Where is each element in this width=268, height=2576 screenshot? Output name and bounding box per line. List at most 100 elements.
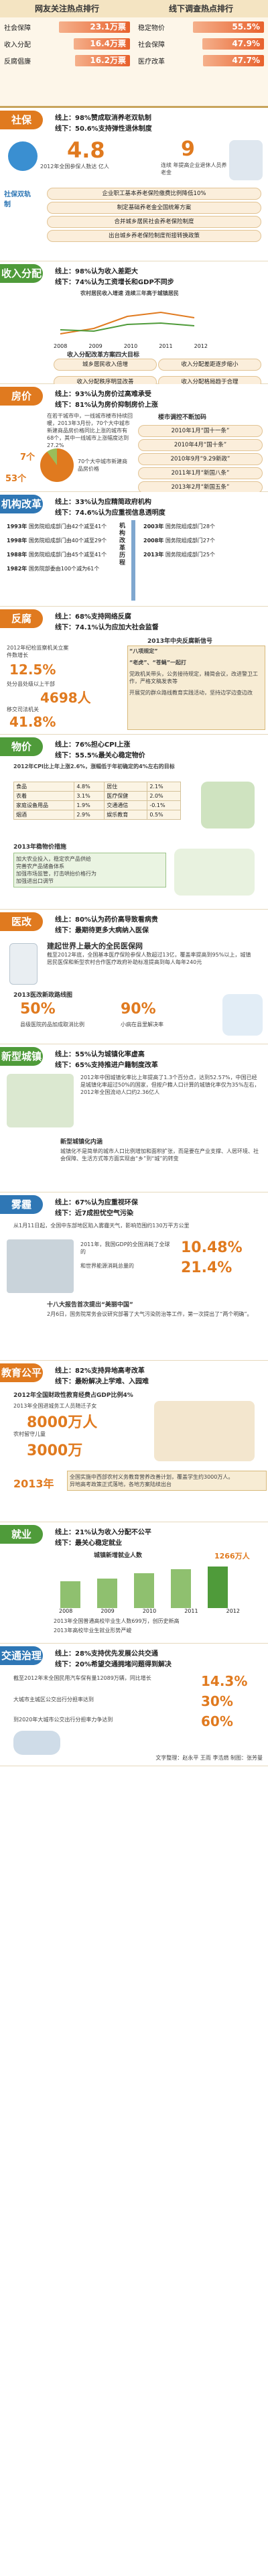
online-stat: 线上：98%赞成取消养老双轨制	[55, 115, 151, 122]
car-text: 截至2012年末全国民用汽车保有量12089万辆，同比增长	[13, 1675, 151, 1681]
insurance-text: 截至2012年底，全国基本医疗保险参保人数超过13亿，覆盖率提高到95%以上，城…	[47, 952, 251, 965]
income-chart-title: 农村居民收入增速 连续三年高于城镇居民	[80, 290, 179, 296]
employment-chart-title: 城镇新增就业人数	[94, 1552, 143, 1559]
section-healthcare: 医改 线上：80%认为药价高导致看病贵 线下：最期待更多大病纳入医保 建起世界上…	[0, 910, 268, 1044]
rank-row: 医疗改革 47.7%	[138, 54, 264, 68]
rule-item: “八项规定”	[129, 648, 158, 654]
year-axis: 2008 2009 2010 2011 2012	[54, 343, 208, 349]
timeline-item: 1982年 国务院部委由100个减为61个	[7, 565, 121, 572]
section-urbanization: 新型城镇化 线上：55%认为城镇化率虚高 线下：65%支持推进户籍制度改革 20…	[0, 1044, 268, 1192]
pension-years-number: 9	[181, 137, 195, 161]
medicine-bottle-icon	[9, 943, 38, 985]
offline-stat: 线下：81%认为房价抑制房价上涨	[55, 402, 158, 409]
down-cities-number: 7个	[20, 452, 36, 463]
online-ranking: 网友关注热点排行 社会保障 23.1万票 收入分配 16.4万票 反腐倡廉 16…	[0, 0, 134, 106]
education-text: 全国实施中西部农村义务教育营养改善计划，覆盖学生约3000万人。	[70, 1474, 234, 1480]
online-stat: 线上：33%认为应精简政府机构	[55, 499, 151, 506]
bus-share-text: 大城市主城区公交出行分担率达到	[13, 1697, 94, 1703]
cell: 居住	[104, 782, 148, 792]
punished-text: 处分县处级以上干部	[7, 681, 55, 687]
education-headline: 2012年全国财政性教育经费占GDP比例4%	[13, 1392, 133, 1399]
case-growth-text: 2012年纪检监察机关立案件数增长	[7, 645, 69, 658]
offline-stat: 线下：最关心稳定就业	[55, 1540, 122, 1547]
offline-stat: 线下：74.6%认为应重视信息透明度	[55, 509, 165, 517]
employment-bar	[171, 1569, 191, 1608]
regulation-item: 2010年4月“国十条”	[138, 439, 263, 451]
timeline-item: 2013年 国务院组成部门25个	[143, 551, 257, 558]
rank-bar: 16.4万票	[74, 38, 130, 50]
online-stat: 线上：21%认为收入分配不公平	[55, 1529, 151, 1536]
rank-row: 社会保障 47.9%	[138, 37, 264, 51]
section-tag: 机构改革	[0, 495, 43, 513]
timeline-year: 2013年	[143, 552, 164, 558]
left-behind-text: 农村留守儿童	[13, 1431, 46, 1437]
timeline-year: 2008年	[143, 538, 164, 544]
section-anticorruption: 反腐 线上：68%支持网络反腐 线下：74.1%认为应加大社会监督 2012年纪…	[0, 607, 268, 735]
reform-item: 制定基础养老金全国统筹方案	[47, 202, 261, 214]
year-label: 2010	[123, 343, 138, 349]
students-illustration	[154, 1401, 255, 1461]
measure-item: 加大农业投入，稳定农产品供给	[16, 856, 91, 862]
rank-bar: 47.7%	[203, 55, 264, 66]
section-income: 收入分配 线上：98%认为收入差距大 线下：74%认为工资增长和GDP不同步 农…	[0, 261, 268, 388]
regulation-title: 楼市调控不断加码	[158, 414, 207, 421]
migrant-children-text: 2013年全国进城务工人员随迁子女	[13, 1403, 97, 1409]
year-label: 2011	[184, 1608, 198, 1614]
vegetables-illustration	[174, 849, 255, 896]
reform-list: 企业职工基本养老保险缴费比例降低10% 制定基础养老金全国统筹方案 合并城乡居民…	[47, 186, 261, 244]
education-box: 全国实施中西部农村义务教育营养改善计划，覆盖学生约3000万人。 异地高考政策正…	[67, 1471, 267, 1491]
cell: 交通通信	[104, 800, 148, 810]
bus-target-text: 到2020年大城市公交出行分担率力争达到	[13, 1717, 113, 1723]
year-label: 2012	[226, 1608, 240, 1614]
measures-box: 加大农业投入，稳定农产品供给 完善农产品储备体系 加强市场监管，打击哄抬价格行为…	[13, 853, 166, 887]
timeline-item: 1988年 国务院组成部门由45个减至41个	[7, 551, 121, 558]
beautiful-china-title: 十八大报告首次提出“美丽中国”	[47, 1302, 133, 1308]
income-growth-chart	[60, 311, 195, 334]
offline-stat: 线下：20%希望交通拥堵问题得到解决	[55, 1661, 172, 1668]
regulation-list: 2010年1月“国十一条” 2010年4月“国十条” 2010年9月“9.29新…	[138, 423, 263, 495]
section-tag: 医改	[0, 912, 43, 931]
graduates-text-2: 2013年高校毕业生就业形势严峻	[54, 1628, 132, 1634]
policy-text: 2月6日，国务院常务会议研究部署了大气污染防治等工作，第一次提出了“两个明确”。	[47, 1311, 253, 1317]
gdp-percent: 10.48%	[181, 1239, 243, 1256]
offline-stat: 线下：74%认为工资增长和GDP不同步	[55, 279, 174, 286]
insurance-title: 建起世界上最大的全民医保网	[47, 942, 143, 950]
employment-bar-chart	[60, 1567, 228, 1608]
cell: 2.0%	[147, 791, 181, 801]
table-row: 家庭设备用品 1.9% 交通通信 -0.1%	[13, 800, 181, 810]
punished-number: 4698人	[40, 690, 91, 706]
cpi-table: 食品 4.8% 居住 2.1% 衣着 3.1% 医疗保健 2.0% 家庭设备用品 1.9% 交通…	[13, 782, 181, 820]
rank-bar: 47.9%	[202, 38, 264, 50]
year-label: 2012	[194, 343, 208, 349]
rank-label: 社会保障	[4, 25, 31, 32]
energy-percent: 21.4%	[181, 1260, 232, 1276]
timeline-text: 国务院组成部门由45个减至41个	[28, 552, 107, 558]
section-environment: 雾霾 线上：67%认为应重视环保 线下：近7成担忧空气污染 从1月11日起，全国…	[0, 1192, 268, 1361]
measures-title: 2013年稳物价措施	[13, 844, 67, 851]
employment-bar	[97, 1579, 117, 1608]
offline-ranking: 线下调查热点排行 稳定物价 55.5% 社会保障 47.9% 医疗改革 47.7…	[134, 0, 268, 106]
measure-item: 完善农产品储备体系	[16, 863, 64, 869]
rank-label: 稳定物价	[138, 25, 165, 32]
rank-bar: 23.1万票	[59, 21, 130, 33]
timeline-right: 2003年 国务院组成部门28个 2008年 国务院组成部门27个 2013年 …	[143, 523, 257, 558]
measure-item: 加强市场监管，打击哄抬价格行为	[16, 871, 96, 877]
pie-note: 70个大中城市新建商品房价格	[78, 458, 128, 472]
insured-number: 4.8	[67, 137, 105, 163]
city-pie-icon	[40, 448, 74, 482]
cell: 0.5%	[147, 810, 181, 820]
online-stat: 线上：82%支持异地高考改革	[55, 1367, 145, 1375]
cell: 食品	[13, 782, 75, 792]
table-row: 衣着 3.1% 医疗保健 2.0%	[13, 791, 181, 801]
cell: 2.1%	[147, 782, 181, 792]
section-tag: 雾霾	[0, 1195, 43, 1214]
policy-text-1: 县级医院药品加成取消比例	[20, 1022, 84, 1028]
rank-label: 社会保障	[138, 42, 165, 49]
shopping-cart-icon	[201, 782, 255, 829]
policy-percent-1: 50%	[20, 1001, 56, 1018]
bus-target-percent: 60%	[201, 1713, 233, 1729]
section-tag: 房价	[0, 387, 43, 406]
section-traffic: 交通治理 线上：28%支持优先发展公共交通 线下：20%希望交通拥堵问题得到解决…	[0, 1644, 268, 1766]
reform-item: 出台城乡养老保险制度衔接转换政策	[47, 230, 261, 242]
offline-stat: 线下：65%支持推进户籍制度改革	[55, 1062, 158, 1069]
